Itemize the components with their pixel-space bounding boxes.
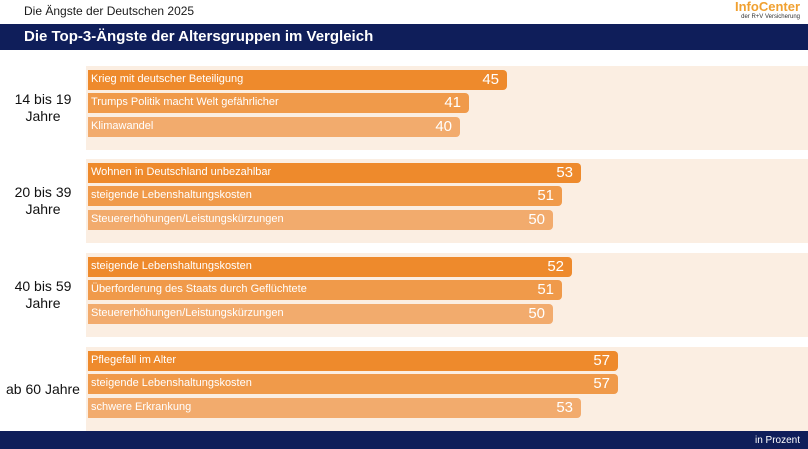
bar: Steuererhöhungen/Leistungskürzungen 50 [88,209,553,230]
bar: Krieg mit deutscher Beteiligung 45 [88,70,507,90]
bar-value: 53 [556,164,573,181]
bar-label: Krieg mit deutscher Beteiligung [91,73,244,85]
bar: steigende Lebenshaltungskosten 57 [88,374,618,395]
bar-label: Überforderung des Staats durch Geflüchte… [91,283,307,296]
bar-value: 52 [547,258,564,275]
bar: Wohnen in Deutschland unbezahlbar 53 [88,163,581,183]
age-group-label: 20 bis 39 Jahre [0,159,86,243]
bar-label: steigende Lebenshaltungskosten [91,260,252,272]
bar: Überforderung des Staats durch Geflüchte… [88,280,562,301]
bar-label: schwere Erkrankung [91,400,192,413]
infocenter-logo: InfoCenter der R+V Versicherung [735,0,800,21]
chart-title: Die Top-3-Ängste der Altersgruppen im Ve… [24,28,374,45]
title-bar: Die Top-3-Ängste der Altersgruppen im Ve… [0,24,808,50]
bar-value: 41 [444,94,461,112]
bar: Steuererhöhungen/Leistungskürzungen 50 [88,303,553,324]
top-title: Die Ängste der Deutschen 2025 [24,4,195,18]
bar-value: 50 [528,210,545,228]
bar-label: Steuererhöhungen/Leistungskürzungen [91,212,284,225]
bar-value: 53 [556,398,573,416]
bar-label: Steuererhöhungen/Leistungskürzungen [91,306,284,319]
logo-sub-text: der R+V Versicherung [741,14,800,20]
bar: Klimawandel 40 [88,116,460,137]
bar: steigende Lebenshaltungskosten 51 [88,186,562,207]
bar-value: 57 [593,352,610,369]
bar: schwere Erkrankung 53 [88,397,581,418]
unit-note: in Prozent [754,435,800,446]
bar-value: 51 [537,187,554,205]
age-group-label: ab 60 Jahre [0,347,86,431]
bar: Pflegefall im Alter 57 [88,351,618,371]
bar-value: 40 [435,117,452,135]
bar-value: 57 [593,375,610,393]
bar: steigende Lebenshaltungskosten 52 [88,257,572,277]
age-group-label: 14 bis 19 Jahre [0,66,86,150]
bar-value: 51 [537,281,554,299]
bar-label: steigende Lebenshaltungskosten [91,377,252,390]
bar-label: Trumps Politik macht Welt gefährlicher [91,96,279,109]
bar-value: 45 [482,71,499,88]
bar-label: Wohnen in Deutschland unbezahlbar [91,166,272,178]
bar-label: Pflegefall im Alter [91,354,176,366]
bar-value: 50 [528,304,545,322]
age-group-label: 40 bis 59 Jahre [0,253,86,337]
bar-label: Klimawandel [91,119,154,132]
bar: Trumps Politik macht Welt gefährlicher 41 [88,93,469,114]
logo-main-text: InfoCenter [735,0,800,14]
footer-bar: in Prozent [0,431,808,449]
bar-label: steigende Lebenshaltungskosten [91,189,252,202]
